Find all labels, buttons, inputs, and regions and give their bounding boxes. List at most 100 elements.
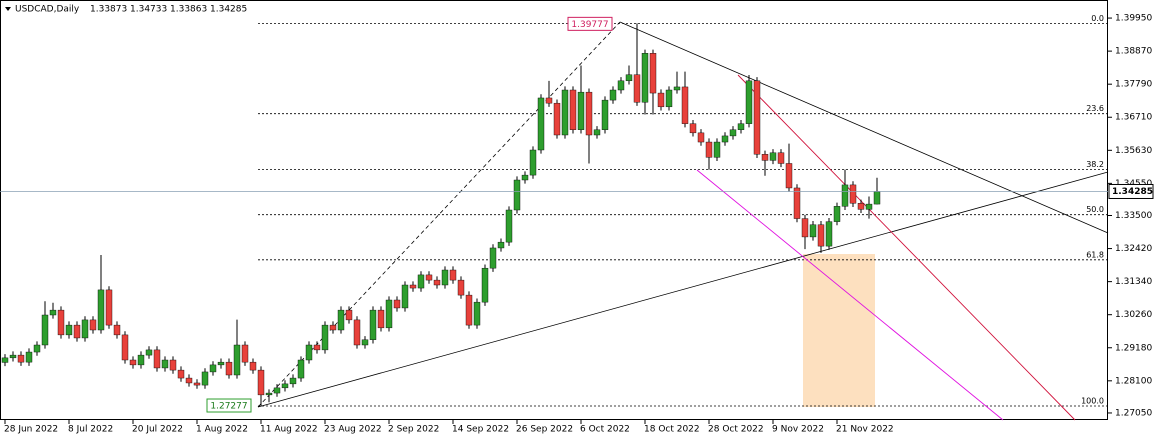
candle-body xyxy=(641,53,649,103)
candle-body xyxy=(617,80,625,91)
x-tick-label: 11 Aug 2022 xyxy=(260,425,318,435)
candle-body xyxy=(137,354,145,366)
swing-high-label: 1.39777 xyxy=(571,20,608,30)
symbol-title: USDCAD,Daily xyxy=(15,5,80,15)
trend-line xyxy=(619,21,1109,234)
y-tick-label: 1.32420 xyxy=(1115,244,1152,254)
y-tick-label: 1.38870 xyxy=(1115,47,1152,57)
candle-body xyxy=(241,344,249,363)
highlight-box xyxy=(803,254,875,407)
candle-body xyxy=(361,339,369,346)
candle-body xyxy=(649,53,657,94)
price-tag-label: 1.34285 xyxy=(1112,187,1153,197)
header-high: 1.34733 xyxy=(130,5,167,15)
candle-body xyxy=(49,309,57,316)
candle-body xyxy=(369,309,377,340)
candle-body xyxy=(409,284,417,289)
trend-line xyxy=(257,171,1109,408)
candle-body xyxy=(689,123,697,134)
fib-label: 0.0 xyxy=(1091,14,1104,23)
candle-body xyxy=(553,102,561,136)
candle-body xyxy=(817,224,825,247)
y-tick-label: 1.28100 xyxy=(1115,376,1152,386)
x-tick-label: 18 Oct 2022 xyxy=(644,425,700,435)
y-tick-label: 1.29180 xyxy=(1115,343,1152,353)
candle-body xyxy=(225,361,233,376)
candle-body xyxy=(57,309,65,336)
x-tick-label: 28 Oct 2022 xyxy=(708,425,764,435)
candle-body xyxy=(353,319,361,346)
header-low: 1.33863 xyxy=(170,5,207,15)
candle-body xyxy=(393,299,401,309)
candle-body xyxy=(841,184,849,207)
candle-body xyxy=(441,269,449,286)
candle-body xyxy=(265,392,273,396)
candle-body xyxy=(505,209,513,243)
x-tick-label: 23 Aug 2022 xyxy=(324,425,382,435)
x-tick-label: 21 Nov 2022 xyxy=(836,425,894,435)
candle-body xyxy=(289,377,297,385)
candle-body xyxy=(769,152,777,161)
candle-body xyxy=(761,154,769,161)
header: USDCAD,Daily 1.33873 1.34733 1.33863 1.3… xyxy=(5,5,247,15)
candle-body xyxy=(121,334,129,361)
candle-body xyxy=(673,86,681,91)
candle-body xyxy=(665,89,673,108)
candle-body xyxy=(1,357,9,363)
candle-body xyxy=(297,359,305,379)
x-tick-label: 26 Sep 2022 xyxy=(516,425,573,435)
candle-body xyxy=(153,349,161,369)
candle-body xyxy=(345,309,353,321)
candle-body xyxy=(481,267,489,303)
header-close: 1.34285 xyxy=(210,5,247,15)
plot-frame xyxy=(0,0,1108,420)
x-tick-label: 2 Sep 2022 xyxy=(388,425,439,435)
y-tick-label: 1.30260 xyxy=(1115,310,1152,320)
candle-body xyxy=(873,191,881,205)
candle-body xyxy=(313,344,321,351)
channel-line xyxy=(696,169,1004,421)
y-tick-label: 1.39950 xyxy=(1115,14,1152,24)
candle-body xyxy=(97,289,105,331)
swing-low-box xyxy=(206,398,252,413)
candle-body xyxy=(657,92,665,108)
x-tick-label: 28 Jun 2022 xyxy=(4,425,58,435)
candle-body xyxy=(89,319,97,331)
candle-body xyxy=(417,274,425,289)
candle-body xyxy=(753,80,761,155)
candle-body xyxy=(457,279,465,296)
candle-body xyxy=(865,203,873,210)
candle-body xyxy=(713,141,721,158)
candle-body xyxy=(433,279,441,286)
candle-body xyxy=(113,324,121,336)
candles xyxy=(1,23,881,407)
candle-body xyxy=(537,97,545,151)
candle-body xyxy=(201,371,209,386)
candle-body xyxy=(857,203,865,210)
candle-body xyxy=(497,241,505,249)
candle-body xyxy=(321,324,329,351)
candle-body xyxy=(41,314,49,346)
candle-body xyxy=(73,324,81,339)
candle-body xyxy=(577,91,585,130)
candle-body xyxy=(601,99,609,130)
candle-body xyxy=(249,361,257,371)
candle-body xyxy=(33,344,41,353)
candle-body xyxy=(449,269,457,281)
y-tick-label: 1.37790 xyxy=(1115,80,1152,90)
candle-body xyxy=(793,187,801,219)
candle-body xyxy=(257,369,265,396)
fibonacci: 0.0 23.6 38.2 50.0 61.8 100.0 xyxy=(258,14,1108,407)
candle-body xyxy=(185,377,193,384)
fib-label: 23.6 xyxy=(1086,104,1104,113)
candle-body xyxy=(681,86,689,124)
candle-body xyxy=(9,354,17,359)
candle-body xyxy=(745,80,753,124)
x-tick-label: 8 Jul 2022 xyxy=(68,425,113,435)
candle-body xyxy=(305,344,313,361)
fib-label: 38.2 xyxy=(1086,160,1104,169)
candle-body xyxy=(337,309,345,331)
header-open: 1.33873 xyxy=(90,5,127,15)
x-tick-label: 1 Aug 2022 xyxy=(196,425,248,435)
